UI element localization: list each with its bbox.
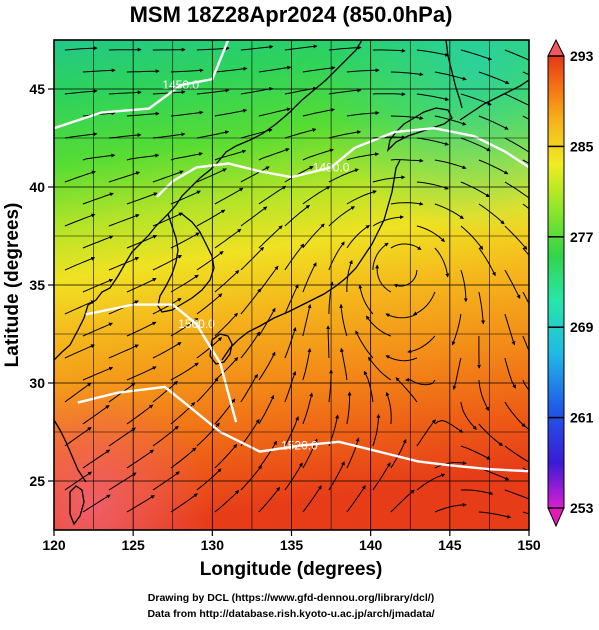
y-tick-label: 45 (29, 81, 45, 97)
y-axis-label: Latitude (degrees) (2, 203, 23, 368)
colorbar-tick-label: 277 (570, 229, 594, 245)
colorbar-tick-label: 261 (570, 410, 594, 426)
y-tick-label: 40 (29, 179, 45, 195)
x-tick-label: 120 (42, 537, 66, 553)
x-tick-label: 135 (280, 537, 304, 553)
x-tick-label: 145 (438, 537, 462, 553)
contour-label: 1500.0 (178, 317, 215, 331)
colorbar-tick-label: 293 (570, 48, 594, 64)
colorbar: 293 285 277 269 261 253 (548, 40, 594, 526)
colorbar-tick-label: 269 (570, 319, 594, 335)
colorbar-body (548, 56, 564, 508)
x-tick-label: 140 (359, 537, 383, 553)
x-tick-label: 130 (201, 537, 225, 553)
contour-label: 1520.0 (281, 439, 318, 453)
y-axis: 25 30 35 40 45 (29, 81, 54, 489)
map-title: MSM 18Z28Apr2024 (850.0hPa) (130, 2, 453, 27)
y-tick-label: 35 (29, 277, 45, 293)
x-tick-label: 125 (121, 537, 145, 553)
colorbar-bottom-triangle (548, 508, 564, 526)
contour-label: 1450.0 (162, 78, 199, 92)
x-tick-label: 150 (517, 537, 541, 553)
x-axis: 120 125 130 135 140 145 150 (42, 530, 541, 553)
y-tick-label: 30 (29, 375, 45, 391)
y-tick-label: 25 (29, 473, 45, 489)
colorbar-tick-label: 253 (570, 500, 594, 516)
footer-line-1: Drawing by DCL (https://www.gfd-dennou.o… (148, 592, 434, 604)
colorbar-tick-label: 285 (570, 138, 594, 154)
footer-line-2: Data from http://database.rish.kyoto-u.a… (147, 608, 434, 620)
x-axis-label: Longitude (degrees) (200, 559, 383, 580)
colorbar-top-triangle (548, 40, 564, 56)
